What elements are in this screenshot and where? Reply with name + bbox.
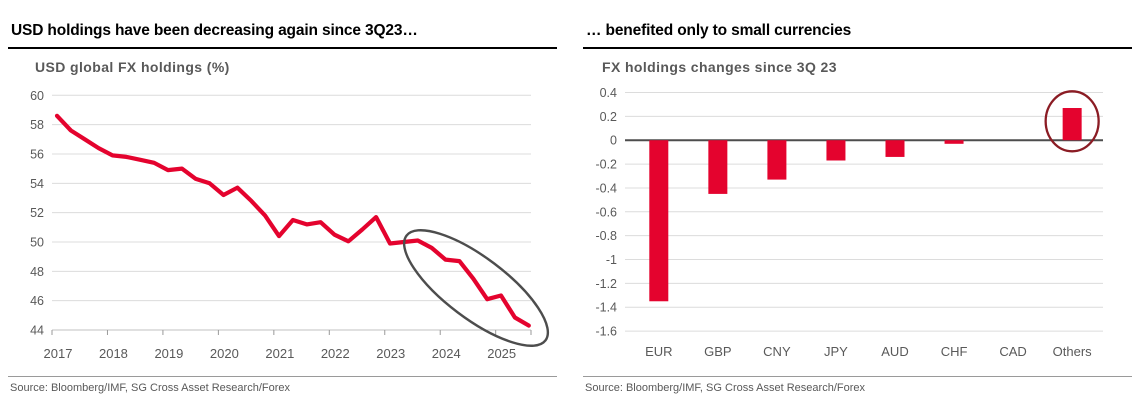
y-tick-label-0.4: 0.4: [600, 86, 617, 100]
y-tick-label-60: 60: [30, 89, 44, 103]
category-label-others: Others: [1053, 344, 1093, 359]
bar-chf: [944, 140, 964, 144]
bar-aud: [885, 140, 905, 157]
x-tick-label-2019: 2019: [154, 346, 183, 361]
category-label-jpy: JPY: [824, 344, 848, 359]
y-tick-label--1.2: -1.2: [595, 277, 617, 291]
category-label-cad: CAD: [999, 344, 1026, 359]
fx-changes-chart-title: FX holdings changes since 3Q 23: [602, 59, 837, 75]
bar-gbp: [708, 140, 728, 194]
category-label-cny: CNY: [763, 344, 791, 359]
x-tick-label-2022: 2022: [321, 346, 350, 361]
y-tick-label-44: 44: [30, 324, 44, 338]
y-tick-label-52: 52: [30, 206, 44, 220]
decline-ellipse-annotation: [402, 229, 550, 347]
fx-changes-panel: … benefited only to small currencies FX …: [583, 8, 1132, 410]
left-panel-header: USD holdings have been decreasing again …: [8, 21, 557, 49]
right-panel-header: … benefited only to small currencies: [583, 21, 1132, 49]
x-tick-label-2017: 2017: [44, 346, 73, 361]
x-tick-label-2024: 2024: [432, 346, 461, 361]
x-tick-label-2020: 2020: [210, 346, 239, 361]
y-tick-label-54: 54: [30, 177, 44, 191]
y-tick-label--1.6: -1.6: [595, 325, 617, 339]
y-tick-label--0.8: -0.8: [595, 229, 617, 243]
category-label-eur: EUR: [645, 344, 672, 359]
bar-cny: [767, 140, 787, 180]
y-tick-label--1: -1: [606, 253, 617, 267]
x-tick-label-2025: 2025: [487, 346, 516, 361]
y-tick-label-56: 56: [30, 147, 44, 161]
category-label-chf: CHF: [941, 344, 968, 359]
others-circle-annotation: [1044, 90, 1100, 153]
fx-changes-bar-chart: 0.4 0.2 0 -0.2 -0.4 -0.6 -0.8 -1 -1.2 -1.4 -1.6 EUR…: [595, 86, 1103, 359]
y-tick-label-48: 48: [30, 265, 44, 279]
y-tick-label--1.4: -1.4: [595, 301, 617, 315]
x-tick-label-2023: 2023: [376, 346, 405, 361]
y-tick-label-50: 50: [30, 235, 44, 249]
y-tick-label-0.2: 0.2: [600, 110, 617, 124]
y-tick-label-58: 58: [30, 118, 44, 132]
y-tick-label--0.2: -0.2: [595, 158, 617, 172]
x-tick-label-2018: 2018: [99, 346, 128, 361]
y-tick-label--0.6: -0.6: [595, 205, 617, 219]
right-source-note: Source: Bloomberg/IMF, SG Cross Asset Re…: [583, 376, 1132, 394]
left-source-note: Source: Bloomberg/IMF, SG Cross Asset Re…: [8, 376, 557, 394]
y-tick-label--0.4: -0.4: [595, 181, 617, 195]
usd-share-line: [54, 113, 531, 328]
usd-holdings-panel: USD holdings have been decreasing again …: [8, 8, 557, 410]
category-label-aud: AUD: [881, 344, 908, 359]
bar-others: [1062, 108, 1082, 141]
bar-eur: [649, 140, 669, 302]
bar-jpy: [826, 140, 846, 161]
y-tick-label-46: 46: [30, 294, 44, 308]
usd-holdings-chart-title: USD global FX holdings (%): [35, 59, 230, 75]
y-tick-label-0: 0: [610, 134, 617, 148]
x-tick-label-2021: 2021: [265, 346, 294, 361]
category-label-gbp: GBP: [704, 344, 731, 359]
